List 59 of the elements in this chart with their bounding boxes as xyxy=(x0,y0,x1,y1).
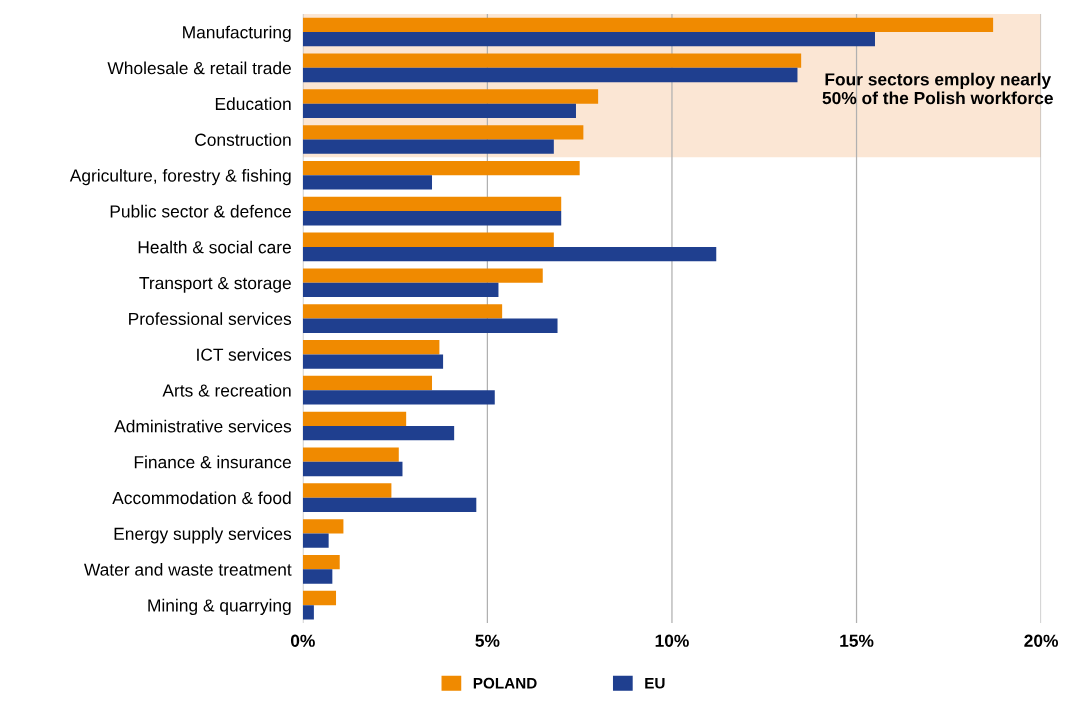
y-tick-label: Finance & insurance xyxy=(134,455,291,469)
bar xyxy=(302,53,802,68)
y-tick-label: Health & social care xyxy=(138,240,291,254)
y-tick-label: Transport & storage xyxy=(139,277,291,293)
bar xyxy=(302,390,495,405)
bar xyxy=(302,497,477,512)
bar xyxy=(302,375,433,391)
bar xyxy=(302,461,403,477)
bar xyxy=(302,340,440,355)
bar xyxy=(302,103,576,118)
y-tick-label: Manufacturing xyxy=(183,25,291,42)
x-tick-label: 5% xyxy=(475,634,500,647)
bar xyxy=(302,590,337,606)
x-tick-label: 0% xyxy=(290,634,315,647)
bar xyxy=(302,426,455,441)
bar xyxy=(302,232,554,247)
legend-label: EU xyxy=(645,677,665,689)
bar xyxy=(302,304,503,319)
y-tick-label: Construction xyxy=(195,133,291,146)
bar xyxy=(302,89,599,104)
y-tick-label: Professional services xyxy=(129,312,292,326)
bar xyxy=(302,160,580,176)
y-tick-label: Administrative services xyxy=(114,419,292,433)
y-tick-label: Education xyxy=(215,97,291,111)
bar xyxy=(302,519,344,534)
bar xyxy=(302,533,329,548)
bar xyxy=(302,447,399,462)
bar xyxy=(302,605,314,620)
y-tick-label: ICT services xyxy=(197,348,292,361)
bar xyxy=(302,246,717,262)
x-tick-label: 15% xyxy=(840,634,874,647)
y-tick-label: Public sector & defence xyxy=(110,204,291,218)
y-tick-label: Energy supply services xyxy=(114,527,292,544)
bar xyxy=(302,554,340,570)
y-tick-label: Wholesale & retail trade xyxy=(107,61,291,75)
bar xyxy=(302,282,499,298)
y-tick-label: Accommodation & food xyxy=(112,491,291,505)
y-tick-label: Arts & recreation xyxy=(162,383,291,397)
bar xyxy=(302,196,562,212)
legend-label: POLAND xyxy=(473,677,537,689)
bar xyxy=(302,67,798,83)
x-tick-label: 10% xyxy=(655,634,689,647)
bar xyxy=(302,139,554,154)
bar xyxy=(302,483,392,498)
bar xyxy=(302,411,407,427)
annotation: Four sectors employ nearly 50% of the Polish workforce xyxy=(822,72,1053,105)
bar xyxy=(302,175,433,190)
y-tick-label: Mining & quarrying xyxy=(148,598,291,616)
y-tick-label: Water and waste treatment xyxy=(84,563,292,576)
bar xyxy=(302,318,558,333)
y-tick-label: Agriculture, forestry & fishing xyxy=(69,168,291,186)
x-tick-label: 20% xyxy=(1024,634,1059,647)
bar xyxy=(302,354,444,369)
bar xyxy=(302,268,543,283)
bar xyxy=(302,211,562,226)
bar xyxy=(302,569,333,584)
bar xyxy=(302,125,584,140)
bar xyxy=(302,31,875,47)
bar xyxy=(302,17,994,32)
